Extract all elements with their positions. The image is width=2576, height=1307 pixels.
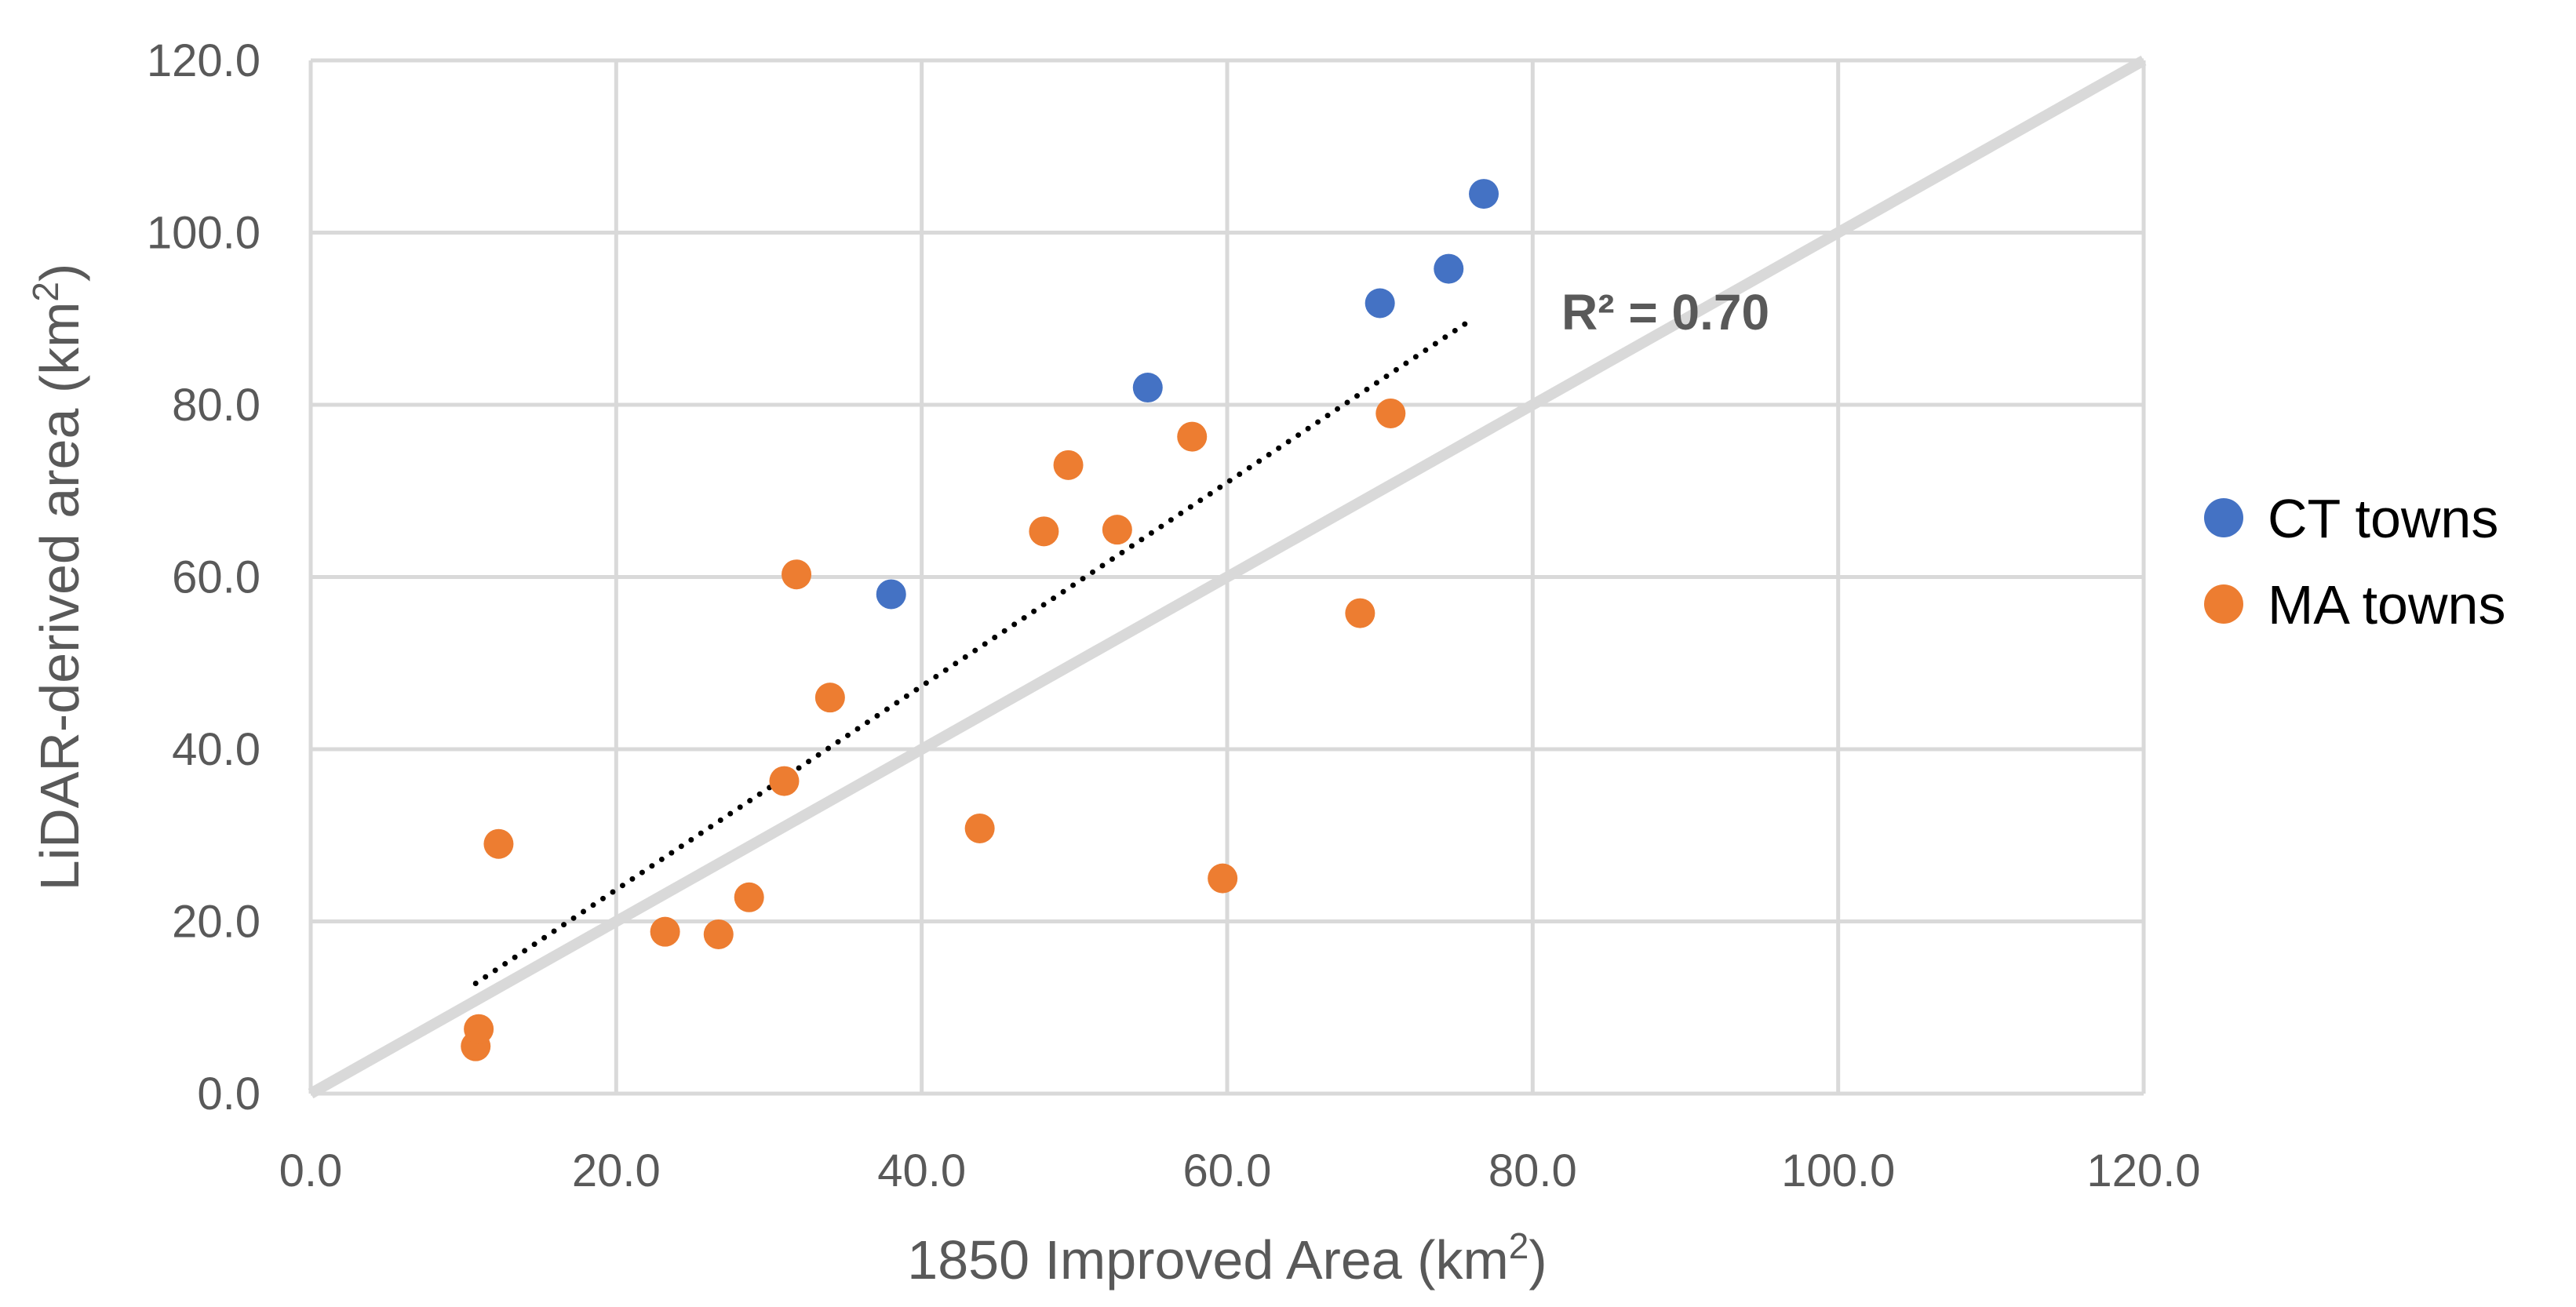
y-tick-label: 40.0 bbox=[172, 724, 261, 775]
ma-towns-point-8 bbox=[814, 683, 845, 713]
ma-towns-point-6 bbox=[769, 766, 800, 796]
y-tick-label: 120.0 bbox=[147, 35, 261, 86]
y-tick-label: 0.0 bbox=[197, 1069, 261, 1120]
ma-towns-point-15 bbox=[1345, 598, 1375, 628]
x-axis-title: 1850 Improved Area (km2) bbox=[907, 1225, 1547, 1291]
ct-towns-point-2 bbox=[1365, 288, 1395, 319]
ma-towns-point-16 bbox=[1375, 398, 1406, 428]
x-tick-label: 0.0 bbox=[279, 1145, 343, 1196]
legend-marker-ct-towns bbox=[2204, 498, 2243, 537]
x-tick-label: 80.0 bbox=[1488, 1145, 1577, 1196]
data-points bbox=[461, 179, 1499, 1061]
y-tick-label: 80.0 bbox=[172, 380, 261, 431]
y-tick-label: 60.0 bbox=[172, 552, 261, 603]
x-tick-label: 20.0 bbox=[572, 1145, 661, 1196]
x-tick-label: 100.0 bbox=[1781, 1145, 1895, 1196]
r-squared-annotation: R² = 0.70 bbox=[1561, 284, 1769, 340]
x-axis-tick-labels: 0.0 20.0 40.0 60.0 80.0 100.0 120.0 bbox=[279, 1145, 2201, 1196]
x-tick-label: 120.0 bbox=[2086, 1145, 2200, 1196]
legend-label-ct-towns: CT towns bbox=[2268, 488, 2498, 549]
ma-towns-point-12 bbox=[1102, 515, 1132, 545]
x-tick-label: 60.0 bbox=[1183, 1145, 1272, 1196]
ma-towns-point-3 bbox=[650, 916, 680, 947]
ma-towns-point-9 bbox=[964, 813, 995, 843]
y-axis-title: LiDAR-derived area (km2) bbox=[25, 264, 90, 891]
legend: CT towns MA towns bbox=[2204, 488, 2505, 635]
ct-towns-point-0 bbox=[876, 579, 906, 610]
ma-towns-point-2 bbox=[483, 828, 514, 859]
ma-towns-point-7 bbox=[782, 559, 812, 590]
y-tick-label: 20.0 bbox=[172, 897, 261, 948]
ct-towns-point-4 bbox=[1469, 179, 1499, 209]
ma-towns-point-11 bbox=[1053, 450, 1084, 480]
ma-towns-point-4 bbox=[703, 919, 734, 949]
ct-towns-point-3 bbox=[1434, 253, 1464, 284]
ma-towns-point-5 bbox=[734, 882, 764, 912]
linear-trendline bbox=[472, 316, 1474, 987]
legend-marker-ma-towns bbox=[2204, 584, 2243, 624]
ma-towns-point-14 bbox=[1208, 863, 1238, 894]
ct-towns-point-1 bbox=[1132, 373, 1163, 403]
ma-towns-point-10 bbox=[1029, 516, 1059, 547]
ma-towns-point-1 bbox=[464, 1014, 494, 1044]
ma-towns-point-13 bbox=[1177, 421, 1208, 452]
one-to-one-reference-line bbox=[308, 55, 2147, 1099]
legend-label-ma-towns: MA towns bbox=[2268, 574, 2505, 635]
x-tick-label: 40.0 bbox=[877, 1145, 966, 1196]
y-tick-label: 100.0 bbox=[147, 208, 261, 259]
y-axis-tick-labels: 0.0 20.0 40.0 60.0 80.0 100.0 120.0 bbox=[147, 35, 261, 1120]
